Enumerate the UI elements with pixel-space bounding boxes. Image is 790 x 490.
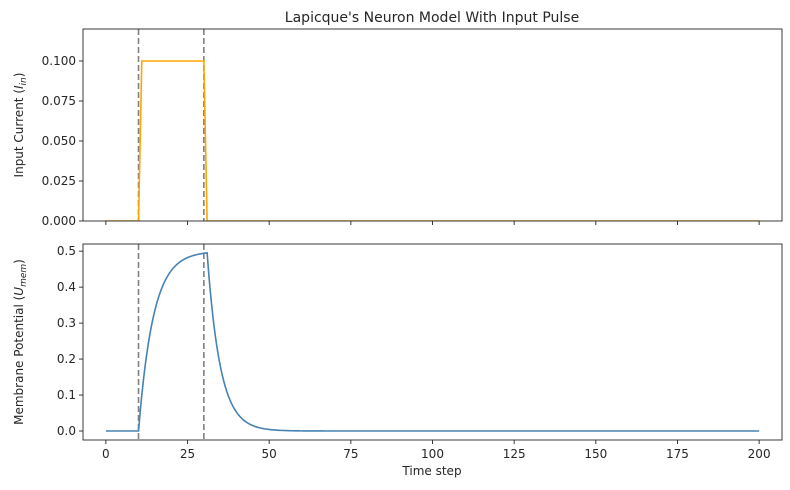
potential-xtick-label-2: 50 (262, 447, 277, 461)
potential-y-axis-label-main: Membrane Potential ( (12, 296, 26, 425)
potential-xtick-label-6: 150 (584, 447, 607, 461)
chart-title: Lapicque's Neuron Model With Input Pulse (285, 10, 579, 26)
potential-ytick-label-3: 0.3 (57, 316, 76, 330)
current-ytick-label-2: 0.050 (42, 134, 76, 148)
x-axis-label: Time step (401, 464, 461, 478)
potential-series-line-0 (105, 251, 760, 432)
potential-xtick-label-8: 200 (748, 447, 771, 461)
current-ytick-label-4: 0.100 (42, 54, 76, 68)
current-y-axis-label-close: ) (12, 73, 26, 78)
current-y-axis-label-symbol: I (12, 85, 26, 89)
potential-ytick-label-4: 0.4 (57, 280, 76, 294)
current-y-axis-label-main: Input Current ( (12, 89, 26, 177)
potential-xtick-label-5: 125 (503, 447, 526, 461)
current-axes-frame (82, 28, 783, 222)
current-ytick-label-1: 0.025 (42, 174, 76, 188)
potential-y-axis-label-subscript: mem (19, 264, 29, 287)
current-ytick-label-3: 0.075 (42, 94, 76, 108)
potential-xtick-label-4: 100 (421, 447, 444, 461)
potential-y-axis-label-symbol: U (12, 287, 26, 296)
potential-ytick-label-2: 0.2 (57, 352, 76, 366)
potential-y-axis-label-close: ) (12, 259, 26, 264)
potential-xtick-label-3: 75 (343, 447, 358, 461)
potential-ytick-label-1: 0.1 (57, 388, 76, 402)
potential-xtick-label-1: 25 (180, 447, 195, 461)
potential-ytick-label-5: 0.5 (57, 244, 76, 258)
input-current-panel: 0.000 0.025 0.050 0.075 0.100 Input Current (… (12, 28, 783, 228)
current-ytick-label-0: 0.000 (42, 214, 76, 228)
current-y-axis-label-subscript: in (19, 77, 29, 86)
potential-ytick-label-0: 0.0 (57, 424, 76, 438)
membrane-potential-panel: 0.0 0.1 0.2 0.3 0.4 0.5 0 25 50 75 100 125 150 175 200… (12, 243, 783, 461)
potential-axes-frame (82, 243, 783, 441)
current-series-line-0 (105, 60, 760, 221)
potential-xtick-label-7: 175 (666, 447, 689, 461)
current-y-axis-label: Input Current (Iin) (12, 73, 29, 178)
potential-y-axis-label: Membrane Potential (Umem) (12, 259, 29, 425)
potential-xtick-label-0: 0 (102, 447, 110, 461)
